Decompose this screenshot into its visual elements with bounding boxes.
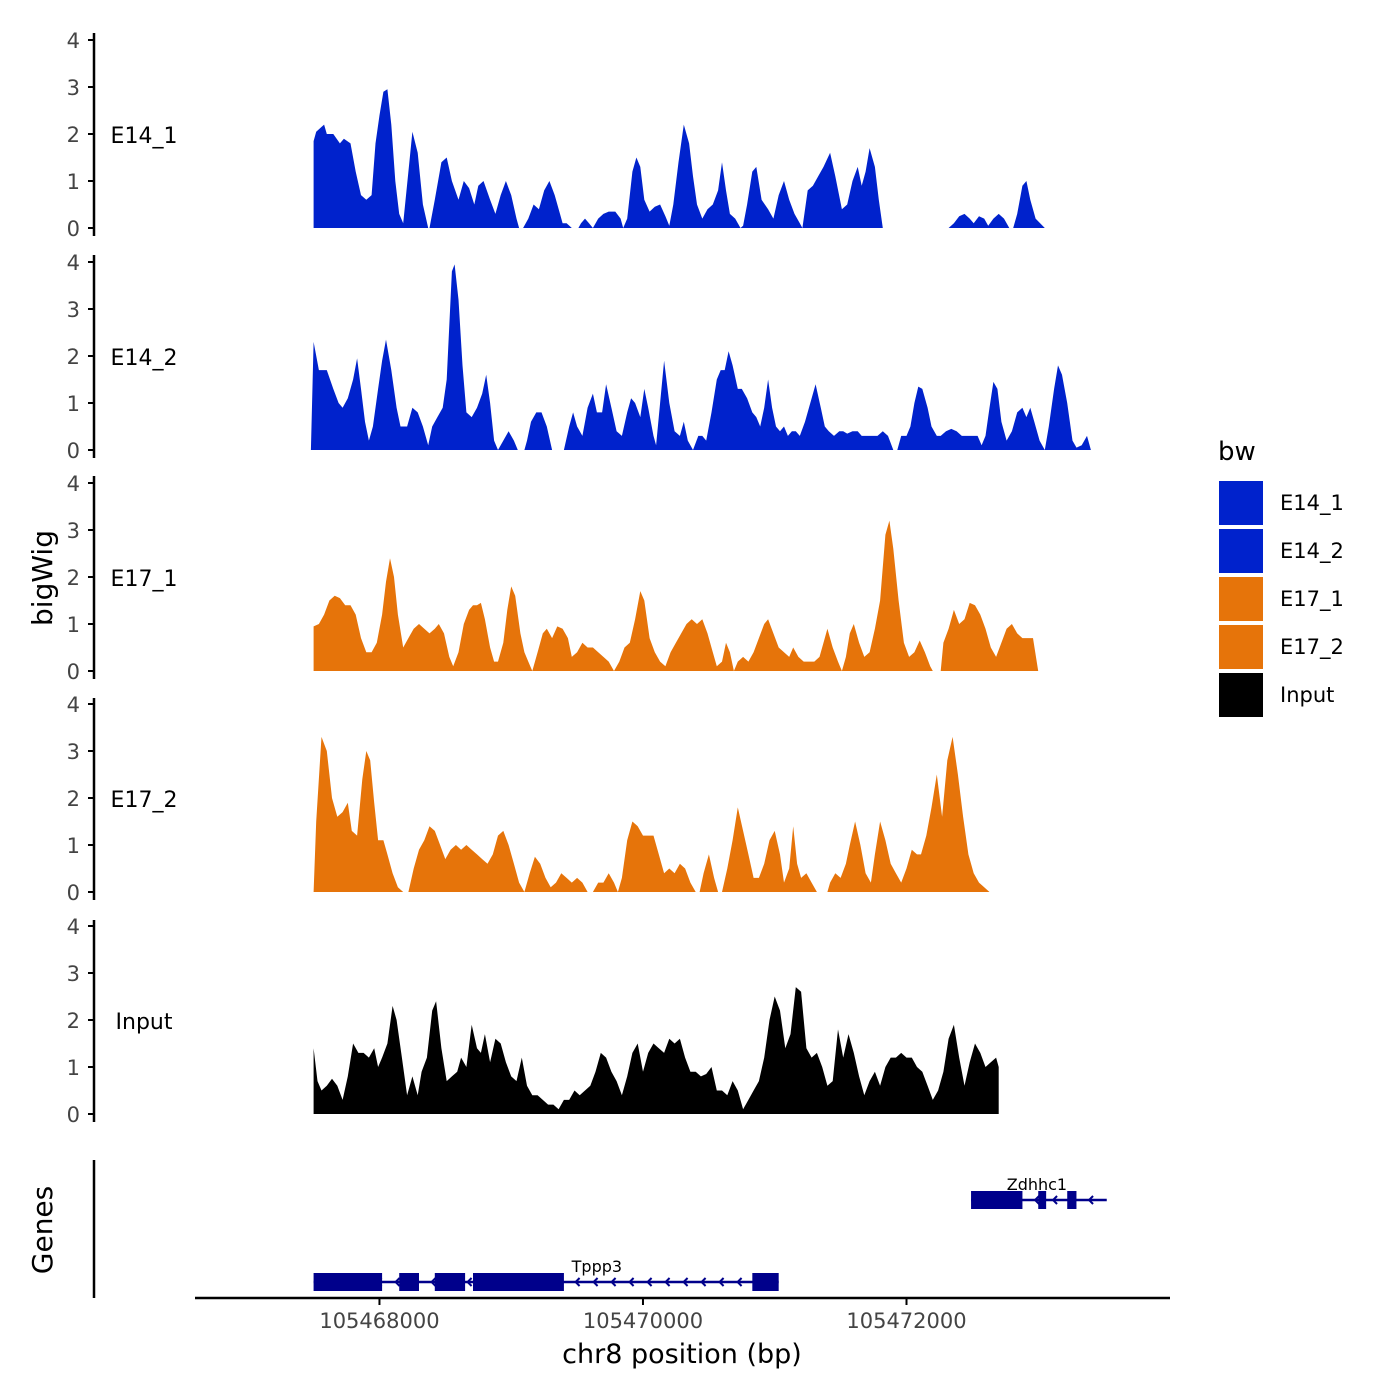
strand-arrow bbox=[700, 1277, 707, 1287]
gene-exon bbox=[1038, 1191, 1047, 1209]
gene-exon bbox=[473, 1273, 564, 1291]
strand-arrow bbox=[628, 1277, 635, 1287]
y-tick-label: 0 bbox=[67, 660, 80, 684]
strand-arrow bbox=[718, 1277, 725, 1287]
y-tick-label: 3 bbox=[67, 519, 80, 543]
y-tick-label: 2 bbox=[67, 1009, 80, 1033]
strand-arrow bbox=[1051, 1195, 1058, 1205]
strand-arrow bbox=[466, 1277, 473, 1287]
strand-arrow bbox=[646, 1277, 653, 1287]
y-tick-label: 2 bbox=[67, 566, 80, 590]
y-tick-label: 2 bbox=[67, 345, 80, 369]
gene-exon bbox=[399, 1273, 419, 1291]
legend-swatch bbox=[1217, 527, 1265, 575]
y-tick-label: 1 bbox=[67, 1056, 80, 1080]
strand-arrow bbox=[1087, 1195, 1094, 1205]
legend-label: E17_2 bbox=[1280, 635, 1344, 660]
y-tick-label: 1 bbox=[67, 834, 80, 858]
legend-label: Input bbox=[1280, 683, 1334, 707]
y-tick-label: 3 bbox=[67, 962, 80, 986]
y-tick-label: 4 bbox=[67, 251, 80, 275]
coverage-area-E14_2 bbox=[310, 264, 1091, 450]
legend-label: E14_2 bbox=[1280, 539, 1344, 564]
strand-arrow bbox=[592, 1277, 599, 1287]
strand-arrow bbox=[610, 1277, 617, 1287]
y-tick-label: 3 bbox=[67, 298, 80, 322]
legend-swatch bbox=[1217, 479, 1265, 527]
gene-exon bbox=[971, 1191, 1023, 1209]
y-tick-label: 4 bbox=[67, 29, 80, 53]
genes-panel: Tppp3 Zdhhc1 bbox=[92, 1160, 1107, 1298]
strand-arrow bbox=[1033, 1195, 1040, 1205]
legend-label: E17_1 bbox=[1280, 587, 1344, 612]
x-axis-title: chr8 position (bp) bbox=[562, 1339, 802, 1370]
y-tick-label: 4 bbox=[67, 693, 80, 717]
y-tick-label: 0 bbox=[67, 881, 80, 905]
y-tick-label: 0 bbox=[67, 1103, 80, 1127]
legend-swatch bbox=[1217, 671, 1265, 719]
y-tick-label: 2 bbox=[67, 787, 80, 811]
y-tick-label: 4 bbox=[67, 472, 80, 496]
strand-arrow bbox=[664, 1277, 671, 1287]
x-axis: 105468000 105470000 105472000 bbox=[195, 1296, 1170, 1333]
y-tick-label: 1 bbox=[67, 392, 80, 416]
legend-swatch bbox=[1217, 623, 1265, 671]
track-label: E17_1 bbox=[111, 567, 178, 592]
legend-label: E14_1 bbox=[1280, 491, 1344, 516]
track-E17_1: 0 1 2 3 4 E17_1 bbox=[67, 472, 1039, 684]
gene-exon bbox=[752, 1273, 779, 1291]
gene-exon bbox=[1067, 1191, 1077, 1209]
legend-title: bw bbox=[1218, 437, 1256, 467]
track-label: E14_2 bbox=[111, 346, 178, 371]
track-Input: 0 1 2 3 4 Input bbox=[67, 915, 999, 1127]
y-tick-label: 1 bbox=[67, 613, 80, 637]
y-tick-label: 0 bbox=[67, 217, 80, 241]
genes-panel-title: Genes bbox=[26, 1186, 59, 1274]
coverage-area-Input bbox=[313, 987, 999, 1114]
track-E14_1: 0 1 2 3 4 E14_1 bbox=[67, 29, 1045, 241]
gene-Tppp3: Tppp3 bbox=[313, 1257, 779, 1291]
y-tick-label: 3 bbox=[67, 76, 80, 100]
track-label: E14_1 bbox=[111, 124, 178, 149]
gene-exon bbox=[434, 1273, 466, 1291]
legend: bw E14_1 E14_2 E17_1 E17_2 Input bbox=[1217, 437, 1344, 719]
strand-arrow bbox=[394, 1277, 401, 1287]
strand-arrow bbox=[574, 1277, 581, 1287]
x-tick-label: 105472000 bbox=[846, 1309, 966, 1333]
coverage-tracks: 0 1 2 3 4 E14_1 0 1 2 3 4 E14_2 0 1 2 3 4 E17_1 0 1 2 3 4 E17_2… bbox=[67, 29, 1091, 1127]
coverage-area-E14_1 bbox=[313, 89, 885, 228]
track-label: E17_2 bbox=[111, 788, 178, 813]
track-E17_2: 0 1 2 3 4 E17_2 bbox=[67, 693, 993, 905]
y-axis-title: bigWig bbox=[26, 530, 59, 626]
y-tick-label: 4 bbox=[67, 915, 80, 939]
strand-arrow bbox=[430, 1277, 437, 1287]
gene-label: Tppp3 bbox=[571, 1257, 622, 1276]
coverage-area-E17_2 bbox=[313, 736, 993, 892]
y-tick-label: 3 bbox=[67, 740, 80, 764]
y-tick-label: 2 bbox=[67, 123, 80, 147]
legend-swatch bbox=[1217, 575, 1265, 623]
gene-exon bbox=[313, 1273, 383, 1291]
gene-label: Zdhhc1 bbox=[1007, 1175, 1067, 1194]
coverage-area-E17_1 bbox=[313, 520, 1039, 671]
strand-arrow bbox=[736, 1277, 743, 1287]
gene-Zdhhc1: Zdhhc1 bbox=[971, 1175, 1107, 1209]
coverage-area-E14_1 bbox=[948, 181, 1045, 228]
y-tick-label: 0 bbox=[67, 439, 80, 463]
x-tick-label: 105468000 bbox=[319, 1309, 439, 1333]
y-tick-label: 1 bbox=[67, 170, 80, 194]
x-tick-label: 105470000 bbox=[583, 1309, 703, 1333]
track-label: Input bbox=[116, 1010, 173, 1035]
strand-arrow bbox=[682, 1277, 689, 1287]
track-E14_2: 0 1 2 3 4 E14_2 bbox=[67, 251, 1091, 463]
